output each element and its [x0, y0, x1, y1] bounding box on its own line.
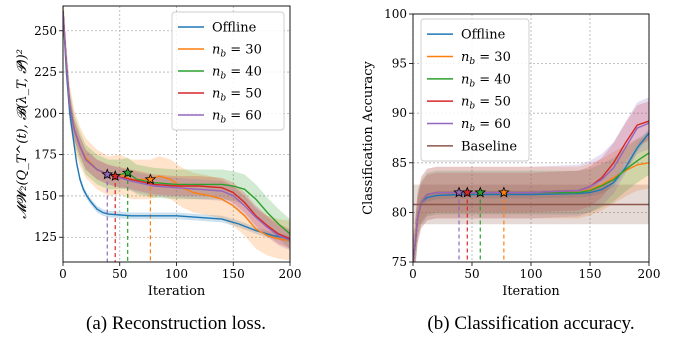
chart-classification-accuracy: 0 50 100 150 200 75 80 85 90 95 100 Iteration Classi… — [361, 7, 660, 334]
stop-marker-star — [498, 186, 510, 198]
legend-label: Baseline — [461, 139, 517, 154]
plot-area — [63, 6, 290, 262]
stop-marker-star — [144, 173, 157, 185]
legend-box — [420, 18, 530, 162]
y-tick-label: 80 — [392, 205, 407, 219]
y-tick-label: 175 — [34, 148, 57, 162]
legend: Offline nb = 30 nb = 40 nb = 50 nb = 60 Basel… — [420, 18, 530, 162]
y-axis-label: Classification Accuracy — [361, 61, 376, 215]
x-tick-label: 50 — [112, 267, 127, 281]
stop-marker-star — [121, 166, 134, 178]
series-line — [413, 122, 649, 262]
series-band — [413, 137, 649, 262]
y-axis-label: 𝓜𝓦₂(Q_T^(t), 𝓑(λ_T, 𝓟))² — [15, 49, 30, 219]
legend-label: nb = 50 — [212, 87, 262, 104]
x-tick-label: 200 — [638, 267, 661, 281]
y-tick-label: 95 — [392, 57, 407, 71]
legend-label: nb = 60 — [212, 109, 262, 126]
y-tick-label: 150 — [34, 189, 57, 203]
figure-caption: (a) Reconstruction loss. — [86, 313, 266, 334]
y-tick-label: 90 — [392, 106, 407, 120]
x-tick-label: 100 — [165, 267, 188, 281]
legend-label: nb = 40 — [212, 65, 262, 82]
figure-caption: (b) Classification accuracy. — [427, 313, 634, 334]
legend-label: nb = 30 — [461, 50, 511, 67]
series-band — [413, 129, 649, 262]
stop-marker-star — [101, 168, 114, 180]
series-band — [413, 97, 649, 262]
chart-reconstruction-loss: 0 50 100 150 200 125 150 175 200 225 250 Iteration 𝓜… — [15, 5, 302, 334]
x-tick-label: 0 — [409, 267, 417, 281]
legend-box — [171, 11, 285, 131]
series-band — [63, 6, 290, 249]
plot-area — [413, 97, 649, 262]
y-tick-label: 100 — [384, 7, 407, 21]
legend-label: nb = 30 — [212, 43, 262, 60]
legend: Offline nb = 30 nb = 40 nb = 50 nb = 60 — [171, 11, 285, 131]
series-band — [413, 131, 649, 262]
y-tick-label: 225 — [34, 65, 57, 79]
legend-label: nb = 50 — [461, 95, 511, 112]
series-band — [63, 6, 290, 251]
stop-marker-star — [453, 186, 465, 198]
legend-label: nb = 40 — [461, 72, 511, 89]
x-tick-label: 0 — [59, 267, 67, 281]
series-band — [413, 101, 649, 262]
x-tick-label: 150 — [222, 267, 245, 281]
stop-marker-star — [109, 170, 121, 182]
stop-marker-star — [474, 186, 487, 198]
x-tick-label: 150 — [579, 267, 602, 281]
x-axis-label: Iteration — [148, 284, 206, 299]
legend-label: Offline — [461, 28, 506, 43]
x-tick-label: 50 — [464, 267, 479, 281]
y-tick-label: 85 — [392, 156, 407, 170]
y-tick-label: 200 — [34, 106, 57, 120]
series-line — [63, 10, 290, 242]
y-tick-label: 125 — [34, 230, 57, 244]
series-line — [63, 10, 290, 240]
legend-label: Offline — [212, 21, 257, 36]
x-tick-label: 200 — [279, 267, 302, 281]
x-tick-label: 100 — [520, 267, 543, 281]
y-tick-label: 75 — [392, 255, 407, 269]
legend-label: nb = 60 — [461, 117, 511, 134]
series-band — [63, 6, 290, 249]
x-axis-label: Iteration — [502, 284, 560, 299]
y-tick-label: 250 — [34, 24, 57, 38]
